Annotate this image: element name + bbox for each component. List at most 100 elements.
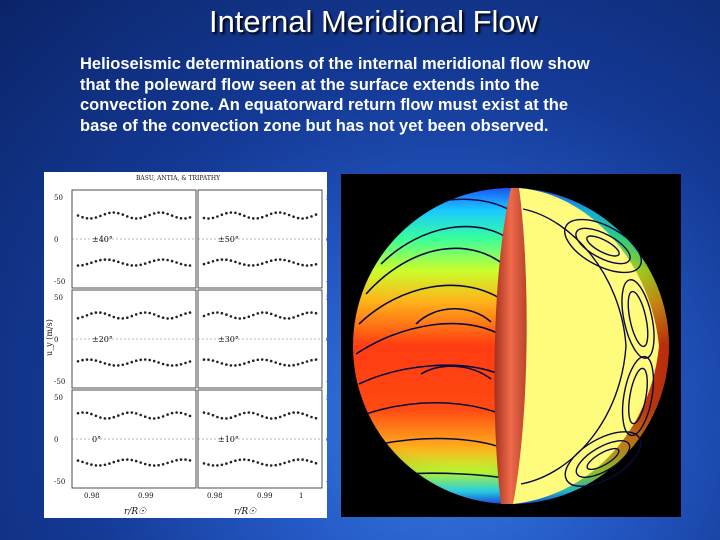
y-tick-label: -50 xyxy=(54,378,65,386)
data-point xyxy=(148,260,151,264)
data-point xyxy=(229,416,233,419)
data-point xyxy=(252,411,255,415)
data-point xyxy=(99,464,102,467)
data-point xyxy=(85,262,89,266)
data-point xyxy=(252,264,255,267)
y-tick-label: -50 xyxy=(326,378,327,386)
data-point xyxy=(211,216,215,220)
data-point xyxy=(121,213,125,216)
data-point xyxy=(283,413,286,417)
data-point xyxy=(85,462,89,465)
data-point xyxy=(211,311,215,315)
data-point xyxy=(256,413,260,416)
data-point xyxy=(170,316,174,320)
data-point xyxy=(76,214,80,217)
data-point xyxy=(247,411,251,414)
data-point xyxy=(188,216,192,219)
data-point xyxy=(85,411,89,415)
data-point xyxy=(216,360,219,364)
data-point xyxy=(117,316,120,320)
data-point xyxy=(269,359,273,363)
data-point xyxy=(134,313,138,316)
sun-cutaway-icon xyxy=(353,188,669,504)
data-point xyxy=(287,213,291,217)
data-point xyxy=(252,313,255,317)
data-point xyxy=(269,259,273,262)
data-point xyxy=(305,311,309,315)
data-point xyxy=(216,464,219,467)
data-point xyxy=(99,258,102,262)
data-point xyxy=(225,462,228,465)
data-point xyxy=(314,263,318,266)
data-point xyxy=(296,262,300,266)
data-point xyxy=(220,258,224,261)
data-point xyxy=(216,415,219,419)
data-point xyxy=(252,459,255,463)
data-point xyxy=(265,463,268,467)
data-point xyxy=(247,360,251,364)
data-point xyxy=(225,211,228,215)
data-point xyxy=(134,264,138,267)
data-point xyxy=(81,460,84,464)
data-point xyxy=(220,213,224,216)
data-point xyxy=(301,412,304,415)
data-point xyxy=(103,362,107,365)
data-point xyxy=(179,217,183,220)
data-point xyxy=(121,412,125,416)
data-point xyxy=(310,460,313,464)
data-point xyxy=(287,460,291,463)
data-point xyxy=(296,411,300,414)
data-point xyxy=(126,316,129,319)
data-point xyxy=(170,411,174,415)
data-point xyxy=(112,211,116,214)
x-tick-label: 1 xyxy=(299,492,303,500)
data-point xyxy=(314,461,318,465)
data-point xyxy=(202,462,206,465)
data-point xyxy=(134,217,138,220)
data-point xyxy=(243,458,246,461)
y-tick-label: -50 xyxy=(54,278,65,286)
y-tick-label: 0 xyxy=(326,336,327,344)
data-point xyxy=(81,358,84,362)
data-point xyxy=(126,263,129,266)
data-point xyxy=(143,358,147,361)
data-point xyxy=(229,460,233,464)
x-tick-label: 0.99 xyxy=(138,492,154,500)
plot-panel: ±50° 50 0 -50 xyxy=(197,189,327,289)
data-point xyxy=(211,464,215,467)
data-point xyxy=(207,358,210,361)
data-point xyxy=(143,311,147,314)
data-point xyxy=(99,311,102,314)
data-point xyxy=(269,312,273,316)
panel-label: ±50° xyxy=(218,235,239,244)
data-point xyxy=(216,311,219,314)
data-point xyxy=(274,314,277,317)
data-point xyxy=(184,312,187,315)
panel-label: 0° xyxy=(92,435,101,444)
x-tick-label: 0.98 xyxy=(84,492,100,500)
data-point xyxy=(305,264,309,267)
y-tick-label: 0 xyxy=(54,336,58,344)
data-point xyxy=(292,215,295,218)
data-point xyxy=(292,261,295,264)
data-point xyxy=(90,312,93,315)
data-point xyxy=(207,261,210,264)
data-point xyxy=(166,461,169,465)
data-point xyxy=(305,360,309,363)
data-point xyxy=(265,214,268,217)
data-point xyxy=(112,315,116,319)
data-point xyxy=(148,213,151,217)
data-point xyxy=(170,259,174,263)
data-point xyxy=(166,363,169,367)
x-axis-label-left: r/R☉ xyxy=(124,507,147,517)
data-point xyxy=(103,463,107,467)
data-point xyxy=(161,415,165,418)
data-point xyxy=(94,311,98,314)
data-point xyxy=(94,464,98,467)
data-point xyxy=(76,411,80,415)
data-point xyxy=(179,262,183,266)
data-point xyxy=(211,413,215,417)
data-point xyxy=(175,458,178,462)
data-point xyxy=(108,313,111,317)
y-tick-label: 50 xyxy=(54,394,63,402)
